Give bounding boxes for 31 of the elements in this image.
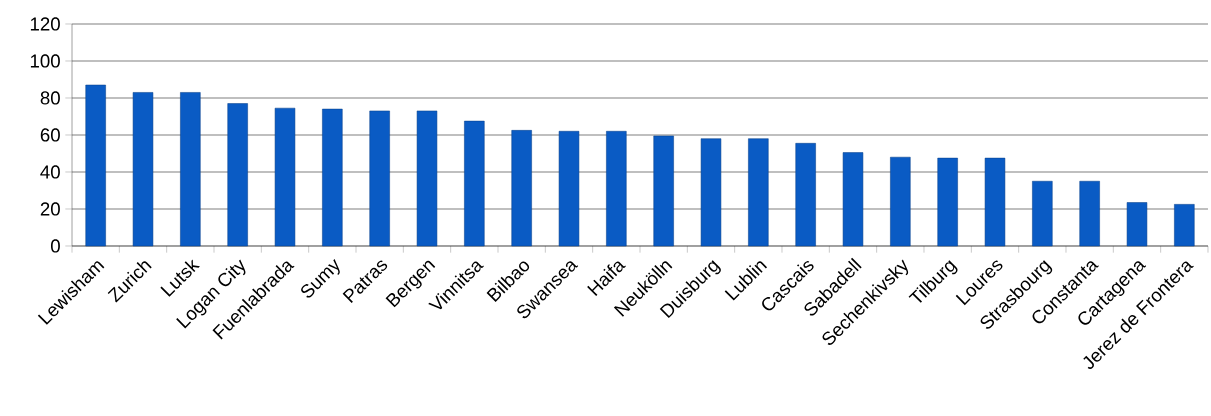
y-tick-label: 120 [30,17,60,31]
y-tick-label: 0 [50,239,60,253]
bar [227,103,248,247]
bar [1079,180,1100,247]
bar [464,120,485,247]
bar [322,108,343,247]
bar [369,110,390,247]
bar [653,135,674,247]
bar [180,92,201,247]
bar [700,138,722,247]
y-tick-label: 20 [40,202,60,216]
bar [606,131,627,247]
bar [937,157,958,247]
bar [890,156,911,247]
y-tick-label: 100 [30,54,60,68]
bar [1174,204,1195,247]
y-tick-label: 80 [40,91,60,105]
bar [842,152,864,247]
bar [984,157,1006,247]
y-tick-label: 60 [40,128,60,142]
bar [274,107,296,247]
bar [558,131,580,247]
bar [1126,202,1148,247]
bar [511,130,532,247]
bar [85,84,106,247]
bar [1032,180,1053,247]
y-tick-label: 40 [40,165,60,179]
bar [795,143,816,247]
bar [416,110,438,247]
bar [132,92,154,247]
bar [748,138,769,247]
